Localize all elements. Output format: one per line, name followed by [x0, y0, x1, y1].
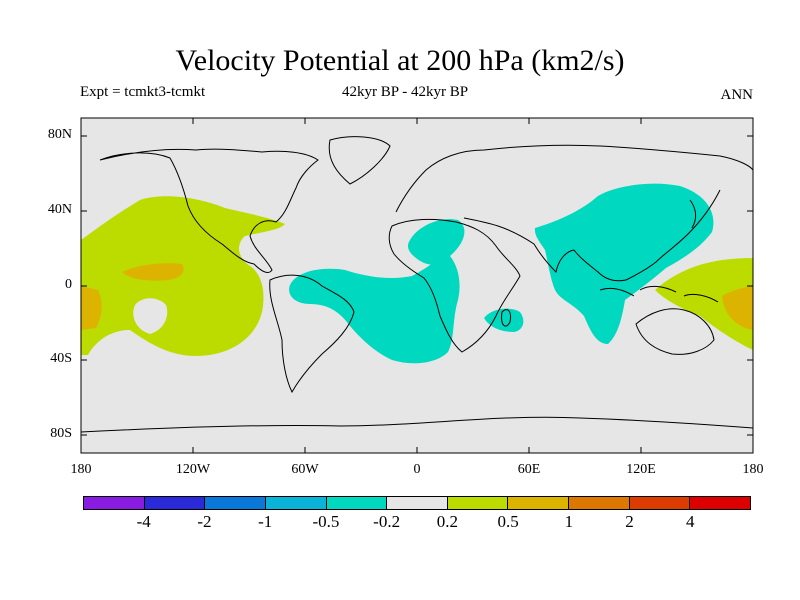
x-label-120e: 120E	[626, 462, 656, 477]
colorbar-swatch	[447, 497, 509, 509]
negative-region-madagascar	[484, 308, 524, 332]
colorbar-swatch	[84, 497, 145, 509]
colorbar-label: 2	[625, 512, 634, 531]
coastline-australia	[635, 308, 715, 355]
negative-region-asia-indian-ocean	[534, 183, 714, 344]
y-label-40n: 40N	[47, 202, 72, 217]
positive-region-west-pacific	[655, 258, 753, 350]
coastlines	[81, 136, 753, 433]
colorbar-swatch	[144, 497, 206, 509]
positive-core-central-pacific	[122, 263, 184, 281]
colorbar-label: -4	[136, 512, 151, 531]
colorbar-swatch	[205, 497, 266, 509]
coastline-antarctica	[81, 416, 753, 433]
colorbar-label: 4	[686, 512, 695, 531]
colorbar-swatch	[265, 497, 327, 509]
coastline-eurasia	[395, 144, 753, 282]
colorbar-label: 1	[564, 512, 574, 531]
positive-core-west-edge	[81, 286, 102, 330]
colorbar-swatch	[326, 497, 388, 509]
y-label-80s: 80S	[50, 426, 72, 441]
colorbar-label: -1	[258, 512, 273, 531]
season-label: ANN	[720, 87, 754, 103]
x-label-60e: 60E	[517, 462, 541, 477]
colorbar	[83, 496, 751, 510]
colorbar-label: 0.5	[497, 512, 519, 531]
coastline-japan	[689, 199, 697, 229]
negative-region-south-america-atlantic	[289, 256, 460, 364]
positive-core-west-pacific	[722, 286, 753, 330]
coastline-africa	[388, 218, 521, 353]
coastline-madagascar	[501, 309, 511, 327]
contour-fills	[81, 183, 753, 364]
period-label: 42kyr BP - 42kyr BP	[342, 84, 469, 100]
colorbar-swatch	[690, 497, 751, 509]
negative-region-africa-north	[408, 219, 465, 265]
coastline-north-america	[99, 148, 319, 273]
colorbar-swatch	[387, 497, 448, 509]
coastline-greenland	[328, 136, 391, 185]
experiment-label: Expt = tcmkt3-tcmkt	[80, 84, 206, 100]
x-label-0: 0	[413, 462, 421, 477]
y-label-80n: 80N	[47, 127, 72, 142]
colorbar-swatch	[569, 497, 630, 509]
axis-ticks	[81, 118, 753, 453]
colorbar-label: -2	[197, 512, 212, 531]
colorbar-label: -0.2	[373, 512, 401, 531]
colorbar-label: 0.2	[436, 512, 458, 531]
neutral-hole-pacific	[133, 298, 168, 334]
x-label-180-east: 180	[742, 462, 764, 477]
coastline-indonesia	[599, 285, 719, 303]
y-label-0: 0	[65, 277, 72, 292]
positive-region-east-pacific	[81, 196, 285, 356]
colorbar-swatch	[629, 497, 691, 509]
x-label-180-west: 180	[70, 462, 92, 477]
colorbar-label: -0.5	[312, 512, 340, 531]
x-label-120w: 120W	[175, 462, 211, 477]
colorbar-swatch	[508, 497, 570, 509]
y-label-40s: 40S	[50, 351, 72, 366]
coastline-south-america	[269, 274, 355, 394]
x-label-60w: 60W	[291, 462, 319, 477]
chart-title: Velocity Potential at 200 hPa (km2/s)	[175, 44, 625, 77]
